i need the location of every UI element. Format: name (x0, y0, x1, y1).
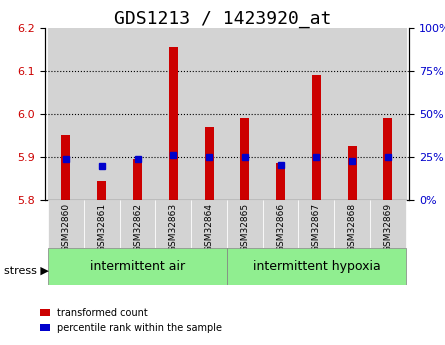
Bar (370, 28, 406, 200)
Bar (191, 28, 227, 200)
Bar (299, 28, 334, 200)
Bar (191, 200, 227, 248)
Text: GSM32865: GSM32865 (240, 203, 249, 252)
Text: GSM32864: GSM32864 (205, 203, 214, 252)
Bar (48, 248, 227, 285)
Text: GSM32866: GSM32866 (276, 203, 285, 252)
Bar (334, 200, 370, 248)
Bar (48, 28, 84, 200)
Bar (334, 28, 370, 200)
Bar (348, 146, 356, 200)
Bar (84, 200, 120, 248)
Text: GSM32868: GSM32868 (348, 203, 356, 252)
Text: intermittent air: intermittent air (90, 260, 185, 273)
Text: GSM32863: GSM32863 (169, 203, 178, 252)
Legend: transformed count, percentile rank within the sample: transformed count, percentile rank withi… (36, 304, 227, 337)
Bar (120, 200, 155, 248)
Bar (312, 75, 321, 200)
Bar (97, 181, 106, 200)
Bar (263, 28, 299, 200)
Text: GSM32867: GSM32867 (312, 203, 321, 252)
Bar (133, 159, 142, 200)
Bar (227, 28, 263, 200)
Bar (169, 47, 178, 200)
Text: GSM32869: GSM32869 (384, 203, 392, 252)
Bar (263, 200, 299, 248)
Bar (227, 200, 263, 248)
Bar (155, 200, 191, 248)
Text: GDS1213 / 1423920_at: GDS1213 / 1423920_at (114, 10, 331, 28)
Text: GSM32860: GSM32860 (61, 203, 70, 252)
Bar (84, 28, 120, 200)
Bar (205, 127, 214, 200)
Bar (155, 28, 191, 200)
Bar (120, 28, 155, 200)
Bar (227, 248, 406, 285)
Text: intermittent hypoxia: intermittent hypoxia (252, 260, 380, 273)
Bar (299, 200, 334, 248)
Bar (48, 200, 84, 248)
Text: GSM32861: GSM32861 (97, 203, 106, 252)
Bar (384, 118, 392, 200)
Bar (240, 118, 249, 200)
Bar (61, 135, 70, 200)
Text: GSM32862: GSM32862 (133, 203, 142, 252)
Bar (276, 164, 285, 200)
Text: stress ▶: stress ▶ (4, 266, 49, 276)
Bar (370, 200, 406, 248)
